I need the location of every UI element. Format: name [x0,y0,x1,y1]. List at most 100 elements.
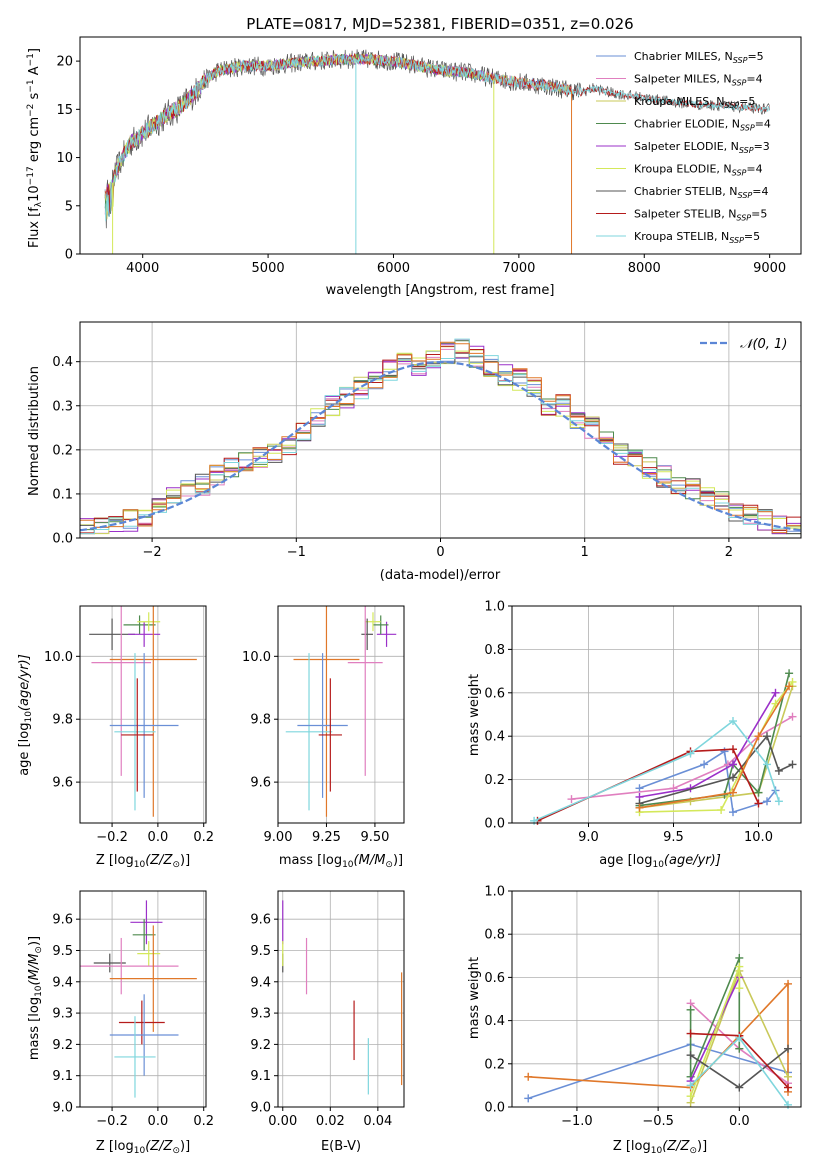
mass_ebv-frame [277,890,405,1108]
spectrum-panel: 4000 5000 6000 7000 8000 9000 0 5 10 15 20 Chabrier… [56,36,802,276]
mass-Z-xlabel: Z [log10(Z/Z⊙)] [96,1139,190,1156]
y-tick-label: 10 [56,151,73,166]
y-tick-label: 9.2 [52,1038,73,1053]
x-tick-label: 9.25 [312,830,341,845]
x-tick-label: −1.0 [561,1114,593,1129]
legend-label: Chabrier MILES, NSSP=5 [634,50,764,65]
age-vs-Z-panel: −0.2 0.0 0.2 9.6 9.8 10.0 [44,605,214,845]
x-tick-label: 0.0 [148,1114,169,1129]
weight-vs-Z-panel: −1.0 −0.5 0.0 0.0 0.2 0.4 0.6 0.8 1.0 [484,885,802,1129]
weight-Z-ylabel: mass weight [467,957,482,1039]
y-tick-label: 9.6 [250,776,271,791]
x-tick-label: 7000 [502,261,535,276]
y-tick-label: 9.0 [250,1101,271,1116]
y-tick-label: 10.0 [242,650,271,665]
y-tick-label: 9.4 [250,975,271,990]
y-tick-label: 9.5 [52,944,73,959]
spectrum-ylabel: Flux [fλ10−17 erg cm−2 s−1 A−1] [26,48,44,248]
y-tick-label: 0.4 [52,355,73,370]
age_mass-frame [277,605,405,824]
x-tick-label: 0.02 [316,1114,345,1129]
age-vs-mass-panel: 9.00 9.25 9.50 9.6 9.8 10.0 [242,605,405,845]
mass-ebv-xlabel: E(B-V) [321,1139,361,1154]
x-tick-label: 9000 [753,261,786,276]
y-tick-label: 9.8 [250,713,271,728]
legend-label: Salpeter STELIB, NSSP=5 [634,208,767,223]
x-tick-label: −1 [287,545,306,560]
weight-line [639,681,794,813]
y-tick-label: 9.2 [250,1038,271,1053]
x-tick-label: 10.0 [744,830,773,845]
y-tick-label: 1.0 [484,600,505,615]
weight-line [639,685,790,809]
y-tick-label: 9.4 [52,975,73,990]
legend-label: Chabrier STELIB, NSSP=4 [634,185,768,200]
x-tick-label: 0.00 [268,1114,297,1129]
residuals-panel: −2 −1 0 1 2 0.0 0.1 0.2 0.3 0.4 𝒩(0, 1) [52,321,802,560]
y-tick-label: 9.6 [250,913,271,928]
weight-line [689,957,741,1078]
x-tick-label: 0.2 [193,830,214,845]
y-tick-label: 1.0 [484,885,505,900]
weight-Z-xlabel: Z [log10(Z/Z⊙)] [613,1139,707,1156]
y-tick-label: 9.1 [52,1069,73,1084]
y-tick-label: 0.2 [484,1057,505,1072]
x-tick-label: 0.04 [363,1114,392,1129]
x-tick-label: 2 [725,545,733,560]
x-tick-label: 9.00 [264,830,293,845]
x-tick-label: 5000 [252,261,285,276]
y-tick-label: 0.2 [52,443,73,458]
y-tick-label: 0.2 [484,773,505,788]
mass-vs-Z-panel: −0.2 0.0 0.2 9.0 9.1 9.2 9.3 9.4 9.5 9.6 [52,890,214,1129]
y-tick-label: 0.3 [52,399,73,414]
y-tick-label: 0.1 [52,487,73,502]
legend-label: Salpeter MILES, NSSP=4 [634,73,763,88]
x-tick-label: 6000 [377,261,410,276]
y-tick-label: 9.0 [52,1101,73,1116]
y-tick-label: 5 [65,199,73,214]
y-tick-label: 9.3 [250,1007,271,1022]
spectrum-line [104,52,495,213]
y-tick-label: 0.8 [484,643,505,658]
y-tick-label: 0 [65,248,73,263]
histogram-series [80,341,801,534]
y-tick-label: 9.1 [250,1069,271,1084]
y-tick-label: 0.0 [484,1101,505,1116]
y-tick-label: 0.4 [484,1014,505,1029]
residuals-frame [79,321,802,539]
age_Z-frame [79,605,207,824]
weight-age-xlabel: age [log10(age/yr)] [599,853,721,870]
x-tick-label: 0 [436,545,444,560]
legend-label: Kroupa ELODIE, NSSP=4 [634,163,763,178]
residuals-ylabel: Normed distribution [27,366,42,496]
mass-Z-ylabel: mass [log10(M/M⊙)] [27,936,44,1060]
figure-title: PLATE=0817, MJD=52381, FIBERID=0351, z=0… [246,15,633,33]
x-tick-label: 9.50 [360,830,389,845]
y-tick-label: 9.5 [250,944,271,959]
weight_Z-frame [511,890,802,1108]
weight-line [639,692,777,798]
y-tick-label: 0.0 [484,817,505,832]
y-tick-label: 15 [56,103,73,118]
mass_Z-frame [79,890,207,1108]
y-tick-label: 0.6 [484,971,505,986]
spectrum-line [104,53,771,222]
x-tick-label: 4000 [126,261,159,276]
y-tick-label: 9.6 [52,776,73,791]
residuals-xlabel: (data-model)/error [380,568,501,583]
x-tick-label: 9.0 [578,830,599,845]
x-tick-label: 8000 [628,261,661,276]
legend-gauss-label: 𝒩(0, 1) [740,337,787,352]
y-tick-label: 0.6 [484,686,505,701]
y-tick-label: 0.4 [484,730,505,745]
legend-label: Salpeter ELODIE, NSSP=3 [634,140,770,155]
x-tick-label: 0.0 [148,830,169,845]
spectrum-frame [79,36,802,255]
y-tick-label: 9.3 [52,1007,73,1022]
x-tick-label: 9.5 [663,830,684,845]
y-tick-label: 9.8 [52,713,73,728]
gaussian-curve [79,360,802,532]
weight_age-frame [511,605,802,824]
legend-label: Chabrier ELODIE, NSSP=4 [634,118,771,133]
